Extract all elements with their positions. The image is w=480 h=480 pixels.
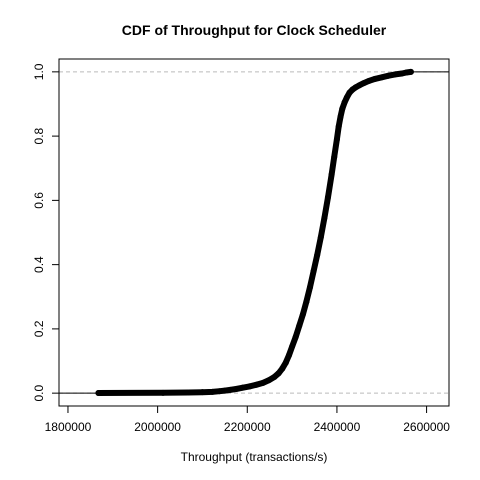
data-point bbox=[392, 71, 399, 78]
data-point bbox=[331, 153, 338, 160]
y-tick-label: 0.2 bbox=[32, 320, 46, 337]
data-point bbox=[289, 343, 296, 350]
data-point bbox=[407, 68, 414, 75]
data-point bbox=[246, 383, 253, 390]
data-point bbox=[398, 70, 405, 77]
data-point bbox=[253, 381, 260, 388]
data-point bbox=[265, 377, 272, 384]
data-point bbox=[335, 123, 342, 130]
data-point bbox=[337, 113, 344, 120]
y-tick-label: 0.8 bbox=[32, 127, 46, 144]
data-point bbox=[279, 365, 286, 372]
x-tick-label: 2200000 bbox=[224, 420, 271, 434]
data-point bbox=[403, 69, 410, 76]
data-point bbox=[282, 359, 289, 366]
data-point bbox=[259, 379, 266, 386]
data-point bbox=[356, 82, 363, 89]
y-tick-label: 0.0 bbox=[32, 384, 46, 401]
data-point bbox=[216, 388, 223, 395]
data-point bbox=[285, 352, 292, 359]
data-point bbox=[95, 389, 102, 396]
data-point bbox=[324, 194, 331, 201]
data-point bbox=[275, 370, 282, 377]
data-point bbox=[185, 389, 192, 396]
data-point bbox=[317, 234, 324, 241]
data-point bbox=[343, 94, 350, 101]
data-point bbox=[221, 387, 228, 394]
x-axis-label: Throughput (transactions/s) bbox=[181, 450, 328, 464]
data-point bbox=[310, 268, 317, 275]
data-point bbox=[314, 251, 321, 258]
data-point bbox=[366, 77, 373, 84]
data-point bbox=[296, 322, 303, 329]
data-point bbox=[299, 311, 306, 318]
y-tick-label: 0.6 bbox=[32, 192, 46, 209]
data-point bbox=[378, 74, 385, 81]
x-tick-label: 1800000 bbox=[45, 420, 92, 434]
data-point bbox=[160, 389, 166, 396]
x-tick-label: 2400000 bbox=[314, 420, 361, 434]
data-point bbox=[239, 384, 246, 391]
data-point bbox=[321, 215, 328, 222]
data-point bbox=[227, 386, 234, 393]
data-point bbox=[360, 80, 367, 87]
x-tick-label: 2000000 bbox=[134, 420, 181, 434]
x-axis: 1800000 2000000 2200000 2400000 2600000 bbox=[45, 405, 450, 434]
data-point bbox=[341, 99, 348, 106]
x-tick-label: 2600000 bbox=[403, 420, 450, 434]
y-tick-label: 1.0 bbox=[32, 63, 46, 80]
y-axis: 0.0 0.2 0.4 0.6 0.8 1.0 bbox=[32, 63, 60, 401]
chart-title: CDF of Throughput for Clock Scheduler bbox=[122, 22, 387, 38]
data-point bbox=[372, 75, 379, 82]
data-point bbox=[292, 333, 299, 340]
data-point bbox=[233, 385, 240, 392]
y-tick-label: 0.4 bbox=[32, 256, 46, 273]
data-point bbox=[209, 388, 216, 395]
data-point bbox=[385, 72, 392, 79]
data-points bbox=[59, 68, 449, 396]
data-point bbox=[307, 284, 314, 291]
data-point bbox=[271, 374, 278, 381]
data-point bbox=[199, 389, 206, 396]
data-point bbox=[303, 298, 310, 305]
data-point bbox=[339, 105, 346, 112]
data-point bbox=[333, 136, 340, 143]
data-point bbox=[328, 171, 335, 178]
